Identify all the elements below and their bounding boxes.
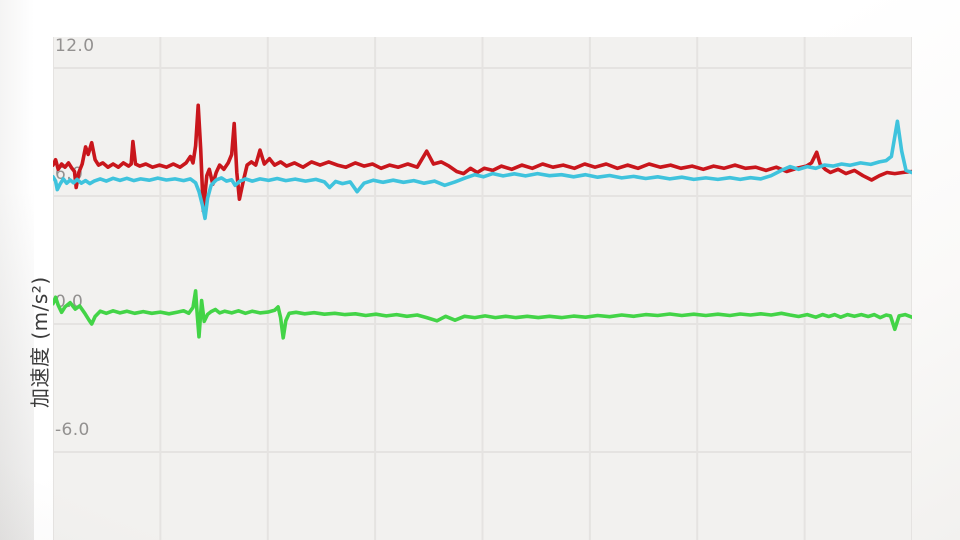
left-edge-shading <box>0 0 34 540</box>
y-tick-label-neg6: -6.0 <box>55 420 90 440</box>
series-red-line <box>53 103 912 213</box>
series-green-line <box>53 289 912 340</box>
gridlines <box>53 37 912 540</box>
y-tick-label-12: 12.0 <box>55 36 95 56</box>
y-axis-title: 加速度 (m/s²) <box>28 276 52 408</box>
line-chart <box>53 37 912 540</box>
series-cyan-line <box>53 119 912 221</box>
